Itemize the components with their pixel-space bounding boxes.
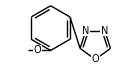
Text: N: N bbox=[101, 26, 108, 36]
Text: O: O bbox=[92, 54, 99, 64]
Text: N: N bbox=[82, 26, 90, 36]
Text: O: O bbox=[34, 45, 42, 55]
